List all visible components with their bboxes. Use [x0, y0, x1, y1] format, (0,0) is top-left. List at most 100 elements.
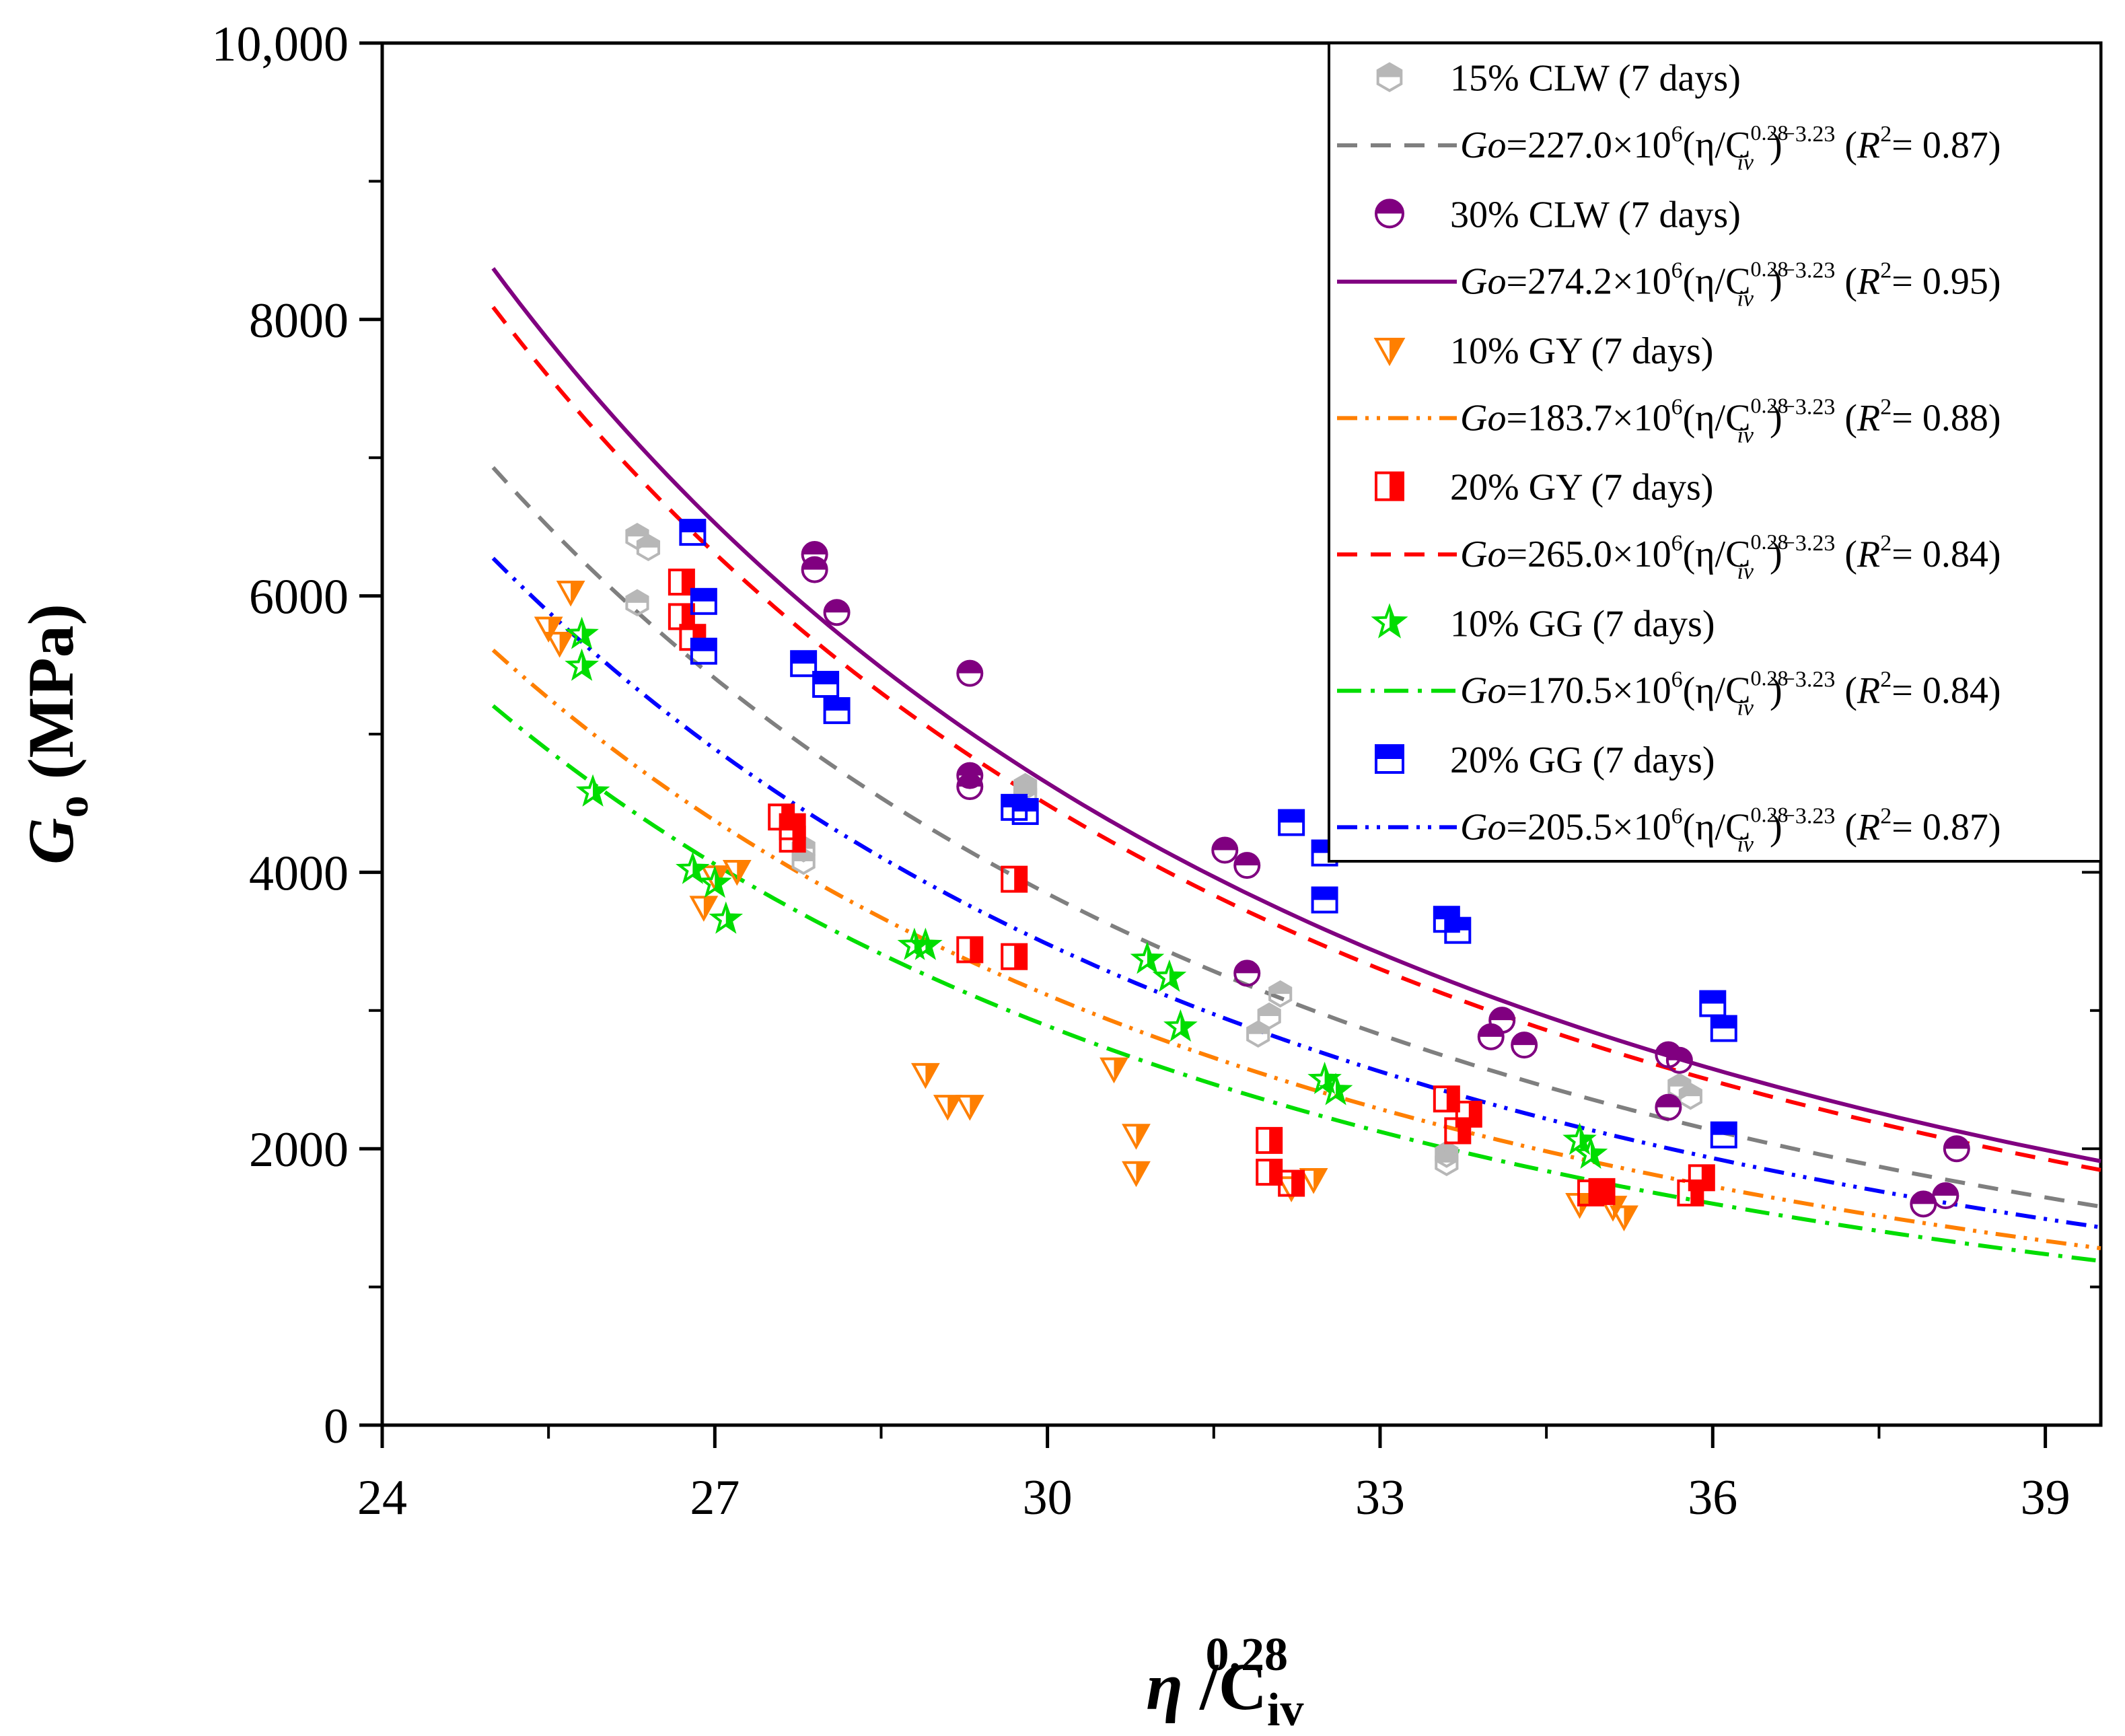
data-point-series-3 [955, 1095, 984, 1121]
data-point-series-1 [1678, 1082, 1702, 1110]
data-point-series-1 [1435, 1149, 1459, 1177]
data-point-series-4 [1444, 1117, 1472, 1145]
data-point-series-5 [698, 865, 732, 898]
data-point-series-2 [1665, 1046, 1693, 1074]
x-tick-label: 27 [690, 1470, 740, 1525]
fit-curve-4 [491, 305, 2101, 1172]
data-point-series-3 [545, 632, 575, 658]
data-point-series-3 [1122, 1124, 1151, 1150]
legend-series-label: 20% GG (7 days) [1450, 739, 1715, 781]
data-point-series-5 [565, 648, 599, 681]
data-point-series-4 [956, 936, 984, 964]
legend-fit-equation: Go=170.5×106(η/C0.28 iv)−3.23 (R2= 0.84) [1460, 666, 2001, 721]
data-point-series-5 [709, 901, 744, 934]
data-point-series-3 [689, 896, 719, 922]
fit-curve-3 [491, 648, 2101, 1251]
data-point-series-4 [1433, 1085, 1460, 1113]
y-tick-label: 0 [324, 1399, 349, 1454]
legend-series-label: 30% CLW (7 days) [1450, 194, 1741, 236]
data-point-series-3 [722, 859, 752, 886]
legend-box [1328, 42, 2102, 863]
data-point-series-1 [1246, 1020, 1270, 1048]
legend-marker-4 [1375, 471, 1404, 501]
data-point-series-5 [1573, 1136, 1608, 1169]
legend-fit-equation: Go=205.5×106(η/C0.28 iv)−3.23 (R2= 0.87) [1460, 802, 2001, 857]
data-point-series-3 [910, 1062, 940, 1089]
legend-fit-equation: Go=227.0×106(η/C0.28 iv)−3.23 (R2= 0.87) [1460, 120, 2001, 175]
data-point-series-4 [1256, 1126, 1283, 1154]
data-point-series-3 [1299, 1167, 1328, 1194]
x-axis-title: η /Civ0.28 [1146, 1629, 1303, 1736]
data-point-series-4 [1001, 865, 1028, 893]
data-point-series-1 [1268, 980, 1293, 1008]
legend-fit-equation: Go=265.0×106(η/C0.28 iv)−3.23 (R2= 0.84) [1460, 530, 2001, 584]
y-axis-title: Go (MPa) [15, 604, 98, 865]
x-tick-label: 39 [2021, 1470, 2070, 1525]
x-tick-label: 24 [357, 1470, 407, 1525]
fit-curve-2 [491, 267, 2101, 1163]
data-point-series-2 [1233, 960, 1261, 987]
legend-marker-3 [1373, 338, 1406, 367]
data-point-series-4 [1588, 1178, 1616, 1205]
data-point-series-2 [956, 762, 984, 789]
legend-marker-2 [1375, 198, 1404, 229]
data-point-series-6 [1011, 798, 1039, 826]
data-point-series-3 [1122, 1161, 1151, 1188]
data-point-series-4 [1001, 943, 1028, 970]
y-tick-label: 8000 [249, 293, 349, 349]
data-point-series-5 [1318, 1073, 1353, 1106]
y-tick-label: 4000 [249, 846, 349, 901]
data-point-series-2 [1932, 1182, 1959, 1210]
legend-fit-equation: Go=274.2×106(η/C0.28 iv)−3.23 (R2= 0.95) [1460, 257, 2001, 312]
data-point-series-2 [1943, 1135, 1970, 1163]
data-point-series-5 [1163, 1009, 1198, 1042]
legend-series-label: 15% CLW (7 days) [1450, 58, 1741, 100]
data-point-series-2 [823, 599, 851, 626]
data-point-series-6 [1278, 809, 1305, 836]
fit-curve-1 [491, 466, 2101, 1209]
data-point-series-2 [1233, 852, 1261, 879]
legend-marker-1 [1376, 62, 1403, 92]
data-point-series-5 [897, 927, 932, 960]
legend-series-label: 10% GG (7 days) [1450, 603, 1715, 645]
data-point-series-4 [1256, 1159, 1283, 1186]
data-point-series-4 [1278, 1169, 1305, 1197]
data-point-series-3 [1100, 1057, 1128, 1084]
data-point-series-2 [1477, 1023, 1505, 1050]
data-point-series-5 [676, 851, 710, 884]
data-point-series-2 [956, 773, 984, 801]
data-point-series-2 [1910, 1190, 1937, 1218]
data-point-series-5 [1152, 959, 1187, 992]
data-point-series-1 [625, 589, 649, 617]
data-point-series-1 [636, 534, 661, 562]
data-point-series-6 [1311, 886, 1338, 914]
data-point-series-3 [556, 581, 585, 607]
data-point-series-2 [1211, 836, 1239, 864]
data-point-series-1 [1435, 1141, 1459, 1168]
data-point-series-6 [1710, 1015, 1737, 1042]
data-point-series-6 [1710, 1121, 1737, 1149]
legend-series-label: 20% GY (7 days) [1450, 467, 1713, 509]
legend-fit-equation: Go=183.7×106(η/C0.28 iv)−3.23 (R2= 0.88) [1460, 393, 2001, 447]
y-tick-label: 2000 [249, 1122, 349, 1178]
data-point-series-5 [575, 774, 610, 807]
data-point-series-6 [679, 519, 707, 546]
data-point-series-4 [1677, 1179, 1704, 1206]
data-point-series-2 [801, 556, 828, 583]
data-point-series-5 [1562, 1122, 1597, 1155]
legend-series-label: 10% GY (7 days) [1450, 330, 1713, 372]
y-tick-label: 6000 [249, 570, 349, 625]
x-tick-label: 33 [1355, 1470, 1405, 1525]
legend-marker-6 [1375, 744, 1404, 774]
data-point-series-5 [1130, 941, 1165, 974]
data-point-series-6 [812, 671, 840, 698]
x-tick-label: 36 [1688, 1470, 1737, 1525]
data-point-series-6 [1699, 990, 1727, 1017]
data-point-series-1 [791, 847, 816, 875]
data-point-series-6 [790, 650, 818, 678]
data-point-series-5 [565, 616, 599, 649]
data-point-series-3 [534, 616, 563, 643]
data-point-series-4 [779, 826, 806, 853]
data-point-series-6 [690, 637, 717, 665]
